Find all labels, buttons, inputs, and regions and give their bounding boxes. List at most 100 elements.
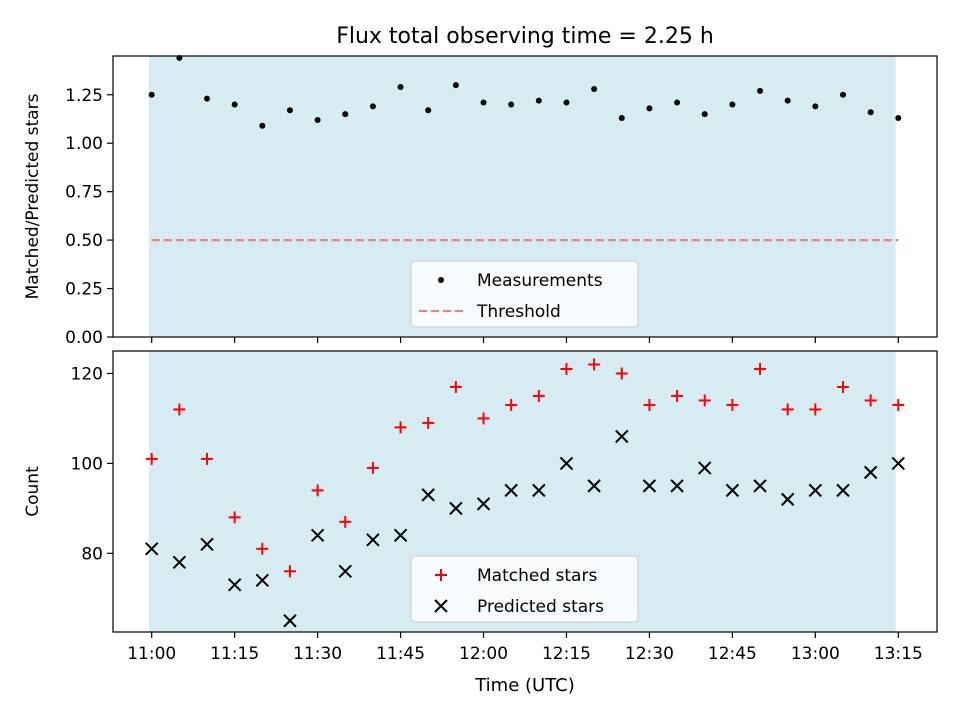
axes-frame — [112, 350, 938, 633]
matched-star-point — [311, 484, 324, 497]
matched-star-point — [781, 403, 794, 416]
predicted-star-point — [863, 465, 878, 480]
matched-star-point — [864, 394, 877, 407]
measurement-point — [508, 101, 515, 108]
y-tick-label: 0.75 — [65, 183, 103, 203]
series-predicted-stars — [145, 429, 905, 628]
predicted-star-point — [310, 528, 325, 543]
predicted-star-point — [698, 461, 712, 475]
predicted-star-point — [338, 564, 352, 579]
predicted-star-point — [366, 533, 380, 547]
predicted-star-point — [808, 483, 823, 498]
y-tick-label: 0.00 — [65, 328, 103, 348]
x-tick-label: 12:15 — [542, 644, 591, 664]
measurement-point — [286, 107, 293, 114]
y-tick-label: 120 — [71, 364, 103, 384]
predicted-star-point — [504, 483, 518, 498]
x-tick-label: 11:15 — [210, 644, 259, 664]
matched-star-point — [643, 398, 656, 411]
predicted-star-point — [836, 483, 850, 498]
predicted-star-point — [780, 492, 795, 507]
measurement-point — [895, 115, 902, 122]
y-tick-label: 0.25 — [65, 280, 103, 300]
measurement-point — [425, 107, 432, 114]
x-axis-label: Time (UTC) — [474, 675, 575, 696]
predicted-star-point — [255, 573, 270, 588]
measurement-point — [342, 111, 349, 118]
predicted-star-point — [200, 537, 214, 552]
legend-box — [410, 260, 639, 328]
matched-star-point — [532, 389, 545, 402]
legend-label: Measurements — [477, 271, 603, 291]
measurement-point — [674, 99, 681, 106]
measurement-point — [148, 91, 155, 98]
predicted-star-point — [670, 479, 684, 493]
measurement-point — [231, 101, 238, 108]
x-tick-label: 13:00 — [791, 644, 840, 664]
predicted-star-point — [449, 501, 463, 516]
legend-box — [410, 555, 639, 623]
matched-star-point — [394, 421, 407, 434]
predicted-star-point — [172, 555, 187, 570]
measurement-point — [701, 111, 708, 118]
matched-star-point — [145, 452, 158, 465]
legend-label: Predicted stars — [477, 597, 604, 617]
x-tick-label: 11:30 — [293, 644, 342, 664]
matched-star-point — [726, 398, 739, 411]
measurement-point — [591, 85, 598, 92]
measurement-point — [480, 99, 487, 106]
x-tick-label: 13:15 — [874, 644, 923, 664]
matched-star-point — [201, 452, 214, 465]
y-tick-label: 100 — [71, 454, 103, 474]
measurement-point — [729, 101, 736, 108]
predicted-star-point — [393, 528, 408, 543]
measurement-point — [259, 122, 266, 129]
predicted-star-point — [725, 483, 740, 498]
matched-star-point — [422, 416, 435, 429]
measurement-point — [812, 103, 819, 110]
predicted-star-point — [283, 614, 297, 628]
axes-frame — [112, 55, 938, 338]
matched-star-point — [615, 367, 628, 380]
predicted-star-point — [891, 456, 905, 471]
matched-star-point — [505, 398, 518, 411]
predicted-star-point — [532, 483, 546, 498]
legend-x-swatch — [434, 599, 448, 613]
legend-label: Matched stars — [477, 566, 597, 586]
predicted-star-point — [615, 429, 629, 444]
matched-star-point — [256, 542, 269, 555]
measurement-point — [204, 95, 211, 102]
x-tick-label: 12:30 — [625, 644, 674, 664]
chart-title: Flux total observing time = 2.25 h — [336, 24, 714, 49]
measurement-point — [563, 99, 570, 106]
legend-plus-swatch — [435, 569, 447, 581]
predicted-star-point — [642, 479, 657, 493]
measurement-point — [452, 82, 459, 89]
legend-item: Predicted stars — [434, 597, 604, 617]
legend: Measurements Threshold — [410, 260, 639, 328]
count-panel: 80 100 120 11:00 11:15 11:30 11:45 12:00 12:15 12… — [23, 350, 938, 664]
matched-star-point — [671, 389, 684, 402]
y-tick-label: 1.25 — [65, 86, 103, 106]
measurement-point — [784, 97, 791, 104]
measurement-point — [839, 91, 846, 98]
y-tick-label: 1.00 — [65, 134, 103, 154]
predicted-star-point — [476, 497, 491, 511]
matched-star-point — [339, 515, 352, 528]
x-tick-label: 11:00 — [127, 644, 176, 664]
measurement-point — [867, 109, 874, 116]
matched-star-point — [560, 362, 573, 375]
matched-star-point — [588, 358, 601, 371]
x-tick-label: 12:00 — [459, 644, 508, 664]
predicted-star-point — [559, 456, 574, 471]
matched-star-point — [283, 565, 296, 578]
predicted-star-point — [587, 479, 601, 493]
legend: Matched stars Predicted stars — [410, 555, 639, 623]
matched-star-point — [809, 403, 822, 416]
matched-star-point — [754, 362, 767, 375]
matched-star-point — [173, 403, 186, 416]
legend-item: Matched stars — [435, 566, 597, 586]
x-tick-label: 12:45 — [708, 644, 757, 664]
y-tick-label: 0.50 — [65, 231, 103, 251]
